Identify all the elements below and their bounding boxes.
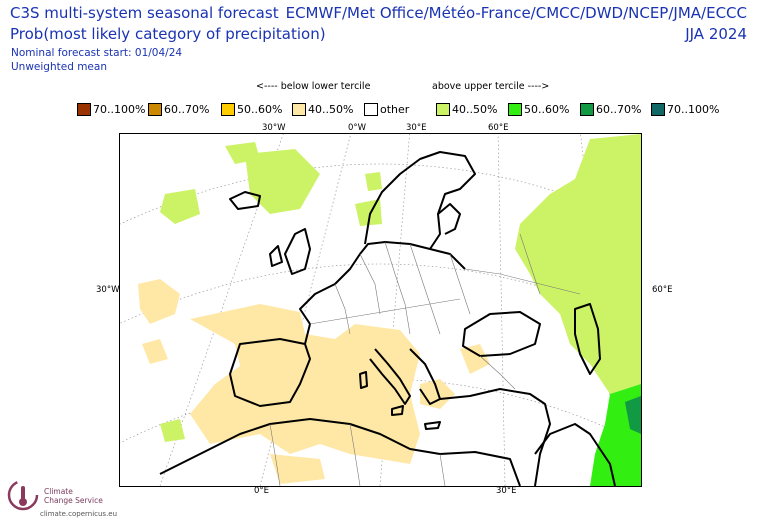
above-60-70-region bbox=[625, 396, 641, 434]
legend-swatch bbox=[292, 102, 306, 116]
legend-item: 70..100% bbox=[651, 102, 719, 116]
legend-item: 60..70% bbox=[580, 102, 641, 116]
map-svg bbox=[120, 134, 641, 486]
top-lon-label-1: 30°W bbox=[262, 123, 286, 133]
legend-item: 50..60% bbox=[221, 102, 282, 116]
brand-url[interactable]: climate.copernicus.eu bbox=[40, 510, 118, 518]
above-tercile-caption: above upper tercile ----> bbox=[432, 81, 550, 92]
legend-swatch bbox=[148, 102, 162, 116]
legend-label: 50..60% bbox=[237, 102, 283, 116]
legend-label: other bbox=[380, 102, 410, 116]
forecast-start-note: Nominal forecast start: 01/04/24 bbox=[11, 47, 183, 59]
country-borders bbox=[269, 233, 581, 486]
legend-item: other bbox=[364, 102, 409, 116]
below-40-50-region bbox=[138, 279, 490, 484]
bottom-lon-label-2: 30°E bbox=[496, 486, 517, 496]
legend-label: 70..100% bbox=[93, 102, 146, 116]
brand-name-line2: Change Service bbox=[44, 496, 103, 505]
legend-swatch bbox=[651, 102, 665, 116]
legend-label: 70..100% bbox=[667, 102, 720, 116]
above-40-50-region bbox=[160, 134, 641, 442]
legend-item: 50..60% bbox=[508, 102, 569, 116]
legend-swatch bbox=[221, 102, 235, 116]
legend-item: 40..50% bbox=[436, 102, 497, 116]
thermometer-globe-icon bbox=[6, 478, 40, 512]
chart-title: C3S multi-system seasonal forecast bbox=[10, 4, 279, 22]
legend-label: 40..50% bbox=[308, 102, 354, 116]
top-lon-label-2: 0°W bbox=[348, 123, 367, 133]
legend-label: 40..50% bbox=[452, 102, 498, 116]
legend: 70..100% 60..70% 50..60% 40..50% other 40..50… bbox=[0, 100, 761, 120]
left-lat-label: 30°W bbox=[96, 285, 120, 295]
below-tercile-caption: <---- below lower tercile bbox=[256, 81, 371, 92]
legend-swatch bbox=[364, 102, 378, 116]
brand-name-line1: Climate bbox=[44, 487, 73, 496]
coastlines bbox=[159, 151, 616, 486]
weighting-note: Unweighted mean bbox=[11, 61, 107, 73]
legend-item: 40..50% bbox=[292, 102, 353, 116]
contributing-centres: ECMWF/Met Office/Météo-France/CMCC/DWD/N… bbox=[285, 4, 747, 22]
top-lon-label-4: 60°E bbox=[488, 123, 509, 133]
season-label: JJA 2024 bbox=[685, 25, 747, 43]
chart-subtitle: Prob(most likely category of precipitati… bbox=[10, 25, 326, 43]
legend-swatch bbox=[77, 102, 91, 116]
legend-label: 60..70% bbox=[596, 102, 642, 116]
forecast-map bbox=[119, 133, 642, 487]
top-lon-label-3: 30°E bbox=[406, 123, 427, 133]
legend-swatch bbox=[436, 102, 450, 116]
right-lat-label: 60°E bbox=[652, 285, 673, 295]
legend-item: 60..70% bbox=[148, 102, 209, 116]
legend-swatch bbox=[580, 102, 594, 116]
legend-label: 50..60% bbox=[524, 102, 570, 116]
bottom-lon-label-1: 0°E bbox=[254, 486, 270, 496]
legend-label: 60..70% bbox=[164, 102, 210, 116]
legend-swatch bbox=[508, 102, 522, 116]
legend-item: 70..100% bbox=[77, 102, 145, 116]
